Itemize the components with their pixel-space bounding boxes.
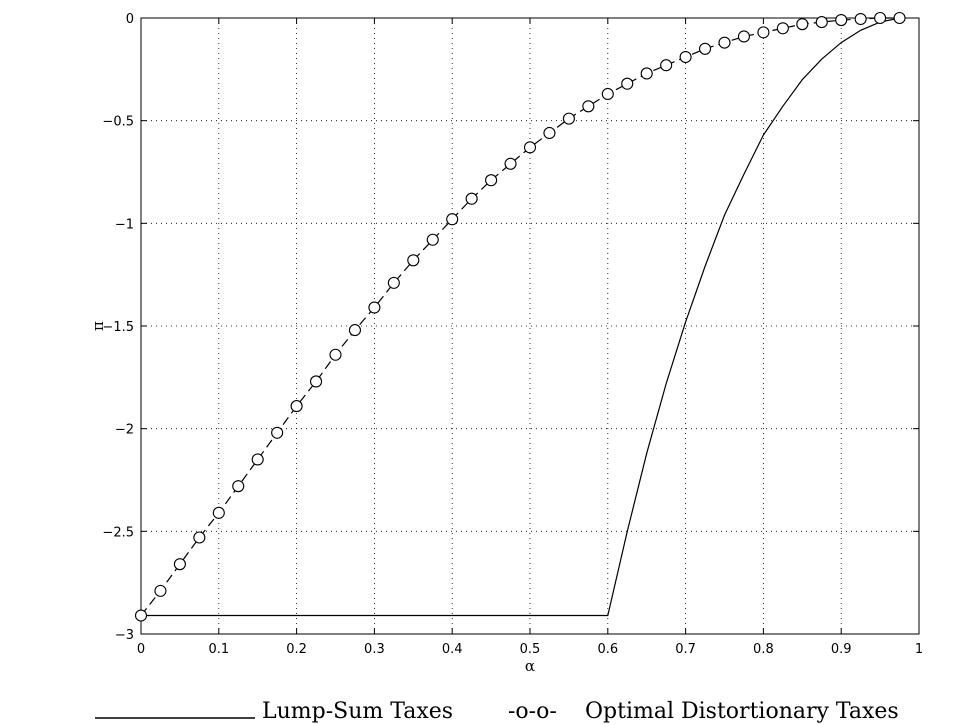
data-point-marker xyxy=(835,14,848,27)
series-layer xyxy=(134,11,906,622)
plot-frame xyxy=(140,17,920,635)
legend-label-distortionary: Optimal Distortionary Taxes xyxy=(585,699,899,724)
y-tick-label: −0.5 xyxy=(102,115,134,130)
data-point-marker xyxy=(387,276,400,289)
data-point-marker xyxy=(232,480,245,493)
legend-marker-distortionary: -o-o- xyxy=(508,699,557,724)
data-point-marker xyxy=(212,506,225,519)
data-point-marker xyxy=(523,141,537,154)
y-tick-label: 0 xyxy=(126,12,134,27)
data-point-marker xyxy=(134,609,148,622)
data-point-marker xyxy=(874,11,887,25)
data-point-marker xyxy=(679,50,692,64)
data-point-marker xyxy=(446,213,459,226)
data-point-marker xyxy=(737,30,751,43)
x-tick-label: 0.7 xyxy=(675,642,696,657)
legend-label-lump-sum: Lump-Sum Taxes xyxy=(262,699,453,724)
data-point-marker xyxy=(193,531,206,544)
data-point-marker xyxy=(893,11,906,25)
data-point-marker xyxy=(718,36,731,49)
data-point-marker xyxy=(757,26,770,39)
data-point-marker xyxy=(173,558,186,571)
data-point-marker xyxy=(543,126,556,140)
grid xyxy=(141,18,919,634)
series-line-distortionary xyxy=(140,17,900,616)
data-point-marker xyxy=(348,324,362,337)
data-point-marker xyxy=(660,59,673,72)
data-point-marker xyxy=(562,112,575,125)
y-tick-label: −2.5 xyxy=(102,525,134,540)
data-point-marker xyxy=(776,22,789,35)
data-point-marker xyxy=(854,12,867,26)
x-tick-label: 0.1 xyxy=(208,642,229,657)
data-point-marker xyxy=(465,192,478,205)
y-tick-label: −3 xyxy=(115,628,134,643)
data-point-marker xyxy=(329,348,342,361)
data-point-marker xyxy=(426,233,439,246)
x-tick-label: 0.2 xyxy=(286,642,307,657)
data-point-marker xyxy=(251,453,264,466)
y-axis-label: π xyxy=(89,321,107,331)
data-point-marker xyxy=(796,18,809,31)
x-tick-label: 0.5 xyxy=(520,642,541,657)
data-point-marker xyxy=(290,400,303,413)
x-tick-label: 0.9 xyxy=(831,642,852,657)
y-tick-label: −2 xyxy=(115,423,134,438)
data-point-marker xyxy=(309,375,323,388)
series-line-lump-sum xyxy=(141,17,900,617)
y-tick-label: −1.5 xyxy=(102,320,134,335)
x-tick-label: 0 xyxy=(137,642,145,657)
data-point-marker xyxy=(582,100,595,113)
data-point-marker xyxy=(485,174,498,187)
y-tick-label: −1 xyxy=(115,217,134,232)
x-axis-label: α xyxy=(525,657,535,675)
data-point-marker xyxy=(154,584,167,597)
x-tick-label: 0.6 xyxy=(597,642,618,657)
x-tick-label: 0.3 xyxy=(364,642,385,657)
x-tick-label: 1 xyxy=(915,642,923,657)
data-point-marker xyxy=(368,301,381,314)
x-tick-label: 0.8 xyxy=(753,642,774,657)
data-point-marker xyxy=(271,426,284,439)
x-tick-label: 0.4 xyxy=(442,642,463,657)
data-point-marker xyxy=(601,87,614,101)
axis-ticks: 0 0.1 0.2 0.3 0.4 0.5 0.6 0.7 0.8 0.9 1 0 −0.5 −1 −1.5… xyxy=(102,12,923,657)
legend: Lump-Sum Taxes -o-o- Optimal Distortiona… xyxy=(95,699,899,724)
data-point-marker xyxy=(815,16,828,29)
data-point-marker xyxy=(640,67,653,80)
data-point-marker xyxy=(698,42,712,55)
data-point-marker xyxy=(407,254,420,267)
data-point-marker xyxy=(504,157,517,170)
data-point-marker xyxy=(621,77,634,90)
